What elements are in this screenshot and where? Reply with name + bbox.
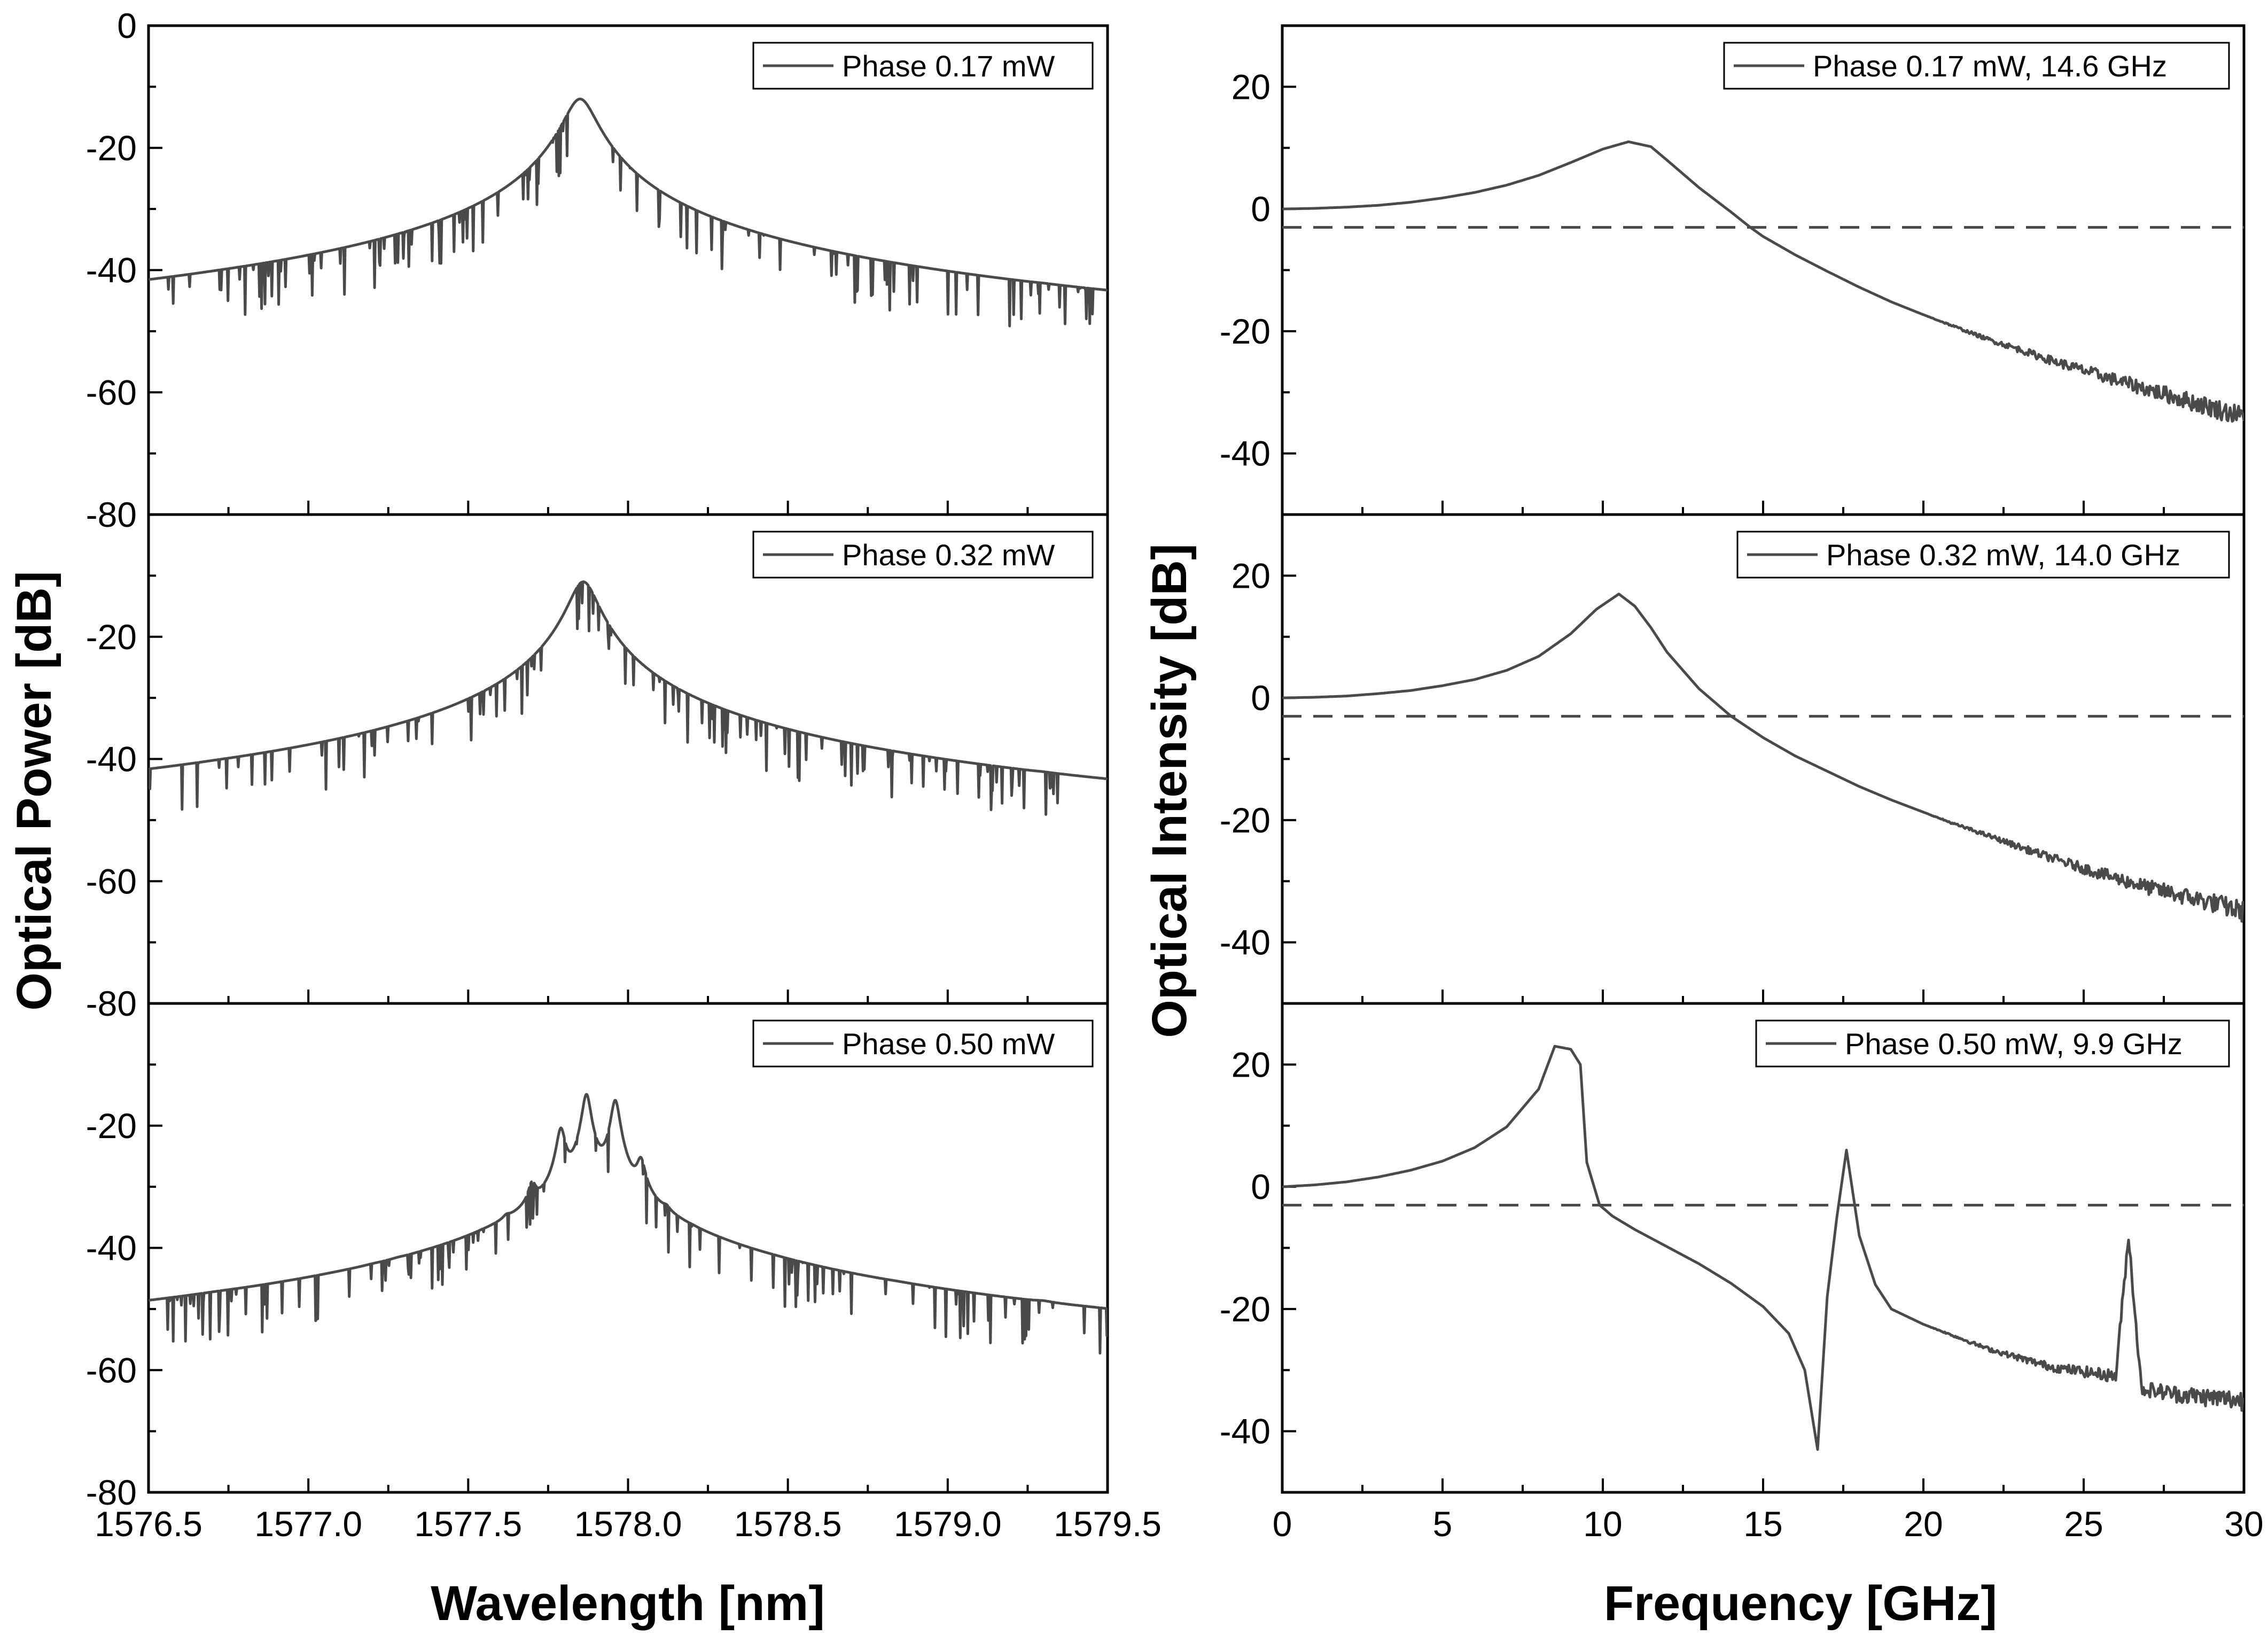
y-tick-label: 20	[1232, 556, 1271, 595]
legend-label: Phase 0.32 mW	[842, 538, 1055, 572]
plot-frame	[1281, 513, 2246, 1005]
y-tick-label: -80	[86, 1473, 137, 1512]
plot-frame	[147, 1002, 1109, 1494]
x-tick-label: 1579.0	[894, 1504, 1002, 1544]
x-tick-label: 1577.0	[254, 1504, 362, 1544]
spectrum-3-panel: -80 -60 -40 -20 1576.5 1577.0 1577.5 1578.0 1578…	[86, 1002, 1162, 1544]
right-y-axis-title: Optical Intensity [dB]	[1142, 543, 1197, 1038]
legend-box	[1736, 531, 2230, 579]
spectrum-1-panel: -80 -60 -40 -20 0 Phase 0.17 mW	[86, 6, 1109, 534]
legend-label: Phase 0.32 mW, 14.0 GHz	[1826, 538, 2180, 572]
y-tick-label: -20	[86, 1106, 137, 1146]
y-tick-label: -80	[86, 495, 137, 534]
y-tick-label: -40	[86, 739, 137, 779]
y-tick-label: 20	[1232, 1045, 1271, 1084]
series-line	[149, 1093, 1108, 1355]
y-tick-label: -60	[86, 372, 137, 412]
x-tick-label: 15	[1743, 1504, 1782, 1544]
plot-frame	[1281, 24, 2246, 516]
legend-label: Phase 0.17 mW	[842, 49, 1055, 83]
y-tick-label: -40	[86, 251, 137, 290]
series-line	[149, 580, 1108, 816]
y-tick-label: -20	[86, 128, 137, 168]
y-tick-label: -20	[1220, 312, 1271, 351]
x-tick-label: 5	[1433, 1504, 1453, 1544]
y-tick-label: -40	[1220, 434, 1271, 473]
right-x-axis-title: Frequency [GHz]	[1604, 1576, 1997, 1631]
response-2-panel: -40 -20 0 20 Phase 0.32 mW, 14.0 GHz	[1220, 513, 2246, 1005]
y-tick-label: -40	[1220, 923, 1271, 962]
y-tick-label: 0	[1251, 1167, 1271, 1206]
response-1-panel: -40 -20 0 20 Phase 0.17 mW, 14.6 GHz	[1220, 24, 2246, 516]
panels: -80 -60 -40 -20 0 Phase 0.17 mW -80 -60 -40 -20 Ph…	[86, 6, 2264, 1544]
legend: Phase 0.32 mW, 14.0 GHz	[1736, 531, 2230, 579]
left-x-axis-title: Wavelength [nm]	[431, 1576, 825, 1631]
legend: Phase 0.32 mW	[752, 531, 1094, 579]
y-tick-label: -60	[86, 861, 137, 901]
series-line	[1282, 593, 2244, 923]
x-tick-label: 20	[1904, 1504, 1943, 1544]
legend-box	[1723, 42, 2230, 90]
legend-label: Phase 0.50 mW	[842, 1027, 1055, 1061]
spectrum-2-panel: -80 -60 -40 -20 Phase 0.32 mW	[86, 513, 1109, 1023]
y-tick-label: -20	[1220, 800, 1271, 840]
x-tick-label: 1578.5	[734, 1504, 842, 1544]
y-tick-label: -60	[86, 1350, 137, 1390]
left-y-axis-title: Optical Power [dB]	[7, 571, 61, 1011]
legend: Phase 0.17 mW, 14.6 GHz	[1723, 42, 2230, 90]
y-tick-label: -20	[1220, 1289, 1271, 1329]
legend-label: Phase 0.17 mW, 14.6 GHz	[1813, 49, 2167, 83]
x-tick-label: 1577.5	[414, 1504, 522, 1544]
response-3-panel: -40 -20 0 20 0 5 10 15 20 25 30 Phase 0.50 mW, 9.9 …	[1220, 1002, 2264, 1544]
x-tick-label: 25	[2064, 1504, 2103, 1544]
x-tick-label: 1578.0	[574, 1504, 682, 1544]
y-tick-label: 0	[117, 6, 137, 45]
series-line	[1282, 1045, 2244, 1451]
plot-frame	[1281, 1002, 2246, 1494]
y-tick-label: 20	[1232, 67, 1271, 106]
plot-frame	[147, 513, 1109, 1005]
legend: Phase 0.50 mW	[752, 1019, 1094, 1068]
legend-label: Phase 0.50 mW, 9.9 GHz	[1845, 1027, 2183, 1061]
y-tick-label: 0	[1251, 189, 1271, 229]
x-tick-label: 10	[1583, 1504, 1622, 1544]
legend: Phase 0.17 mW	[752, 42, 1094, 90]
y-tick-label: -40	[86, 1228, 137, 1268]
legend: Phase 0.50 mW, 9.9 GHz	[1755, 1019, 2230, 1068]
x-tick-label: 1579.5	[1054, 1504, 1162, 1544]
x-tick-label: 0	[1273, 1504, 1292, 1544]
series-line	[149, 97, 1108, 328]
plot-frame	[147, 24, 1109, 516]
y-tick-label: -80	[86, 984, 137, 1023]
y-tick-label: -20	[86, 617, 137, 657]
series-line	[1282, 140, 2244, 423]
x-tick-label: 30	[2224, 1504, 2263, 1544]
y-tick-label: 0	[1251, 678, 1271, 718]
y-tick-label: -40	[1220, 1412, 1271, 1451]
x-tick-label: 1576.5	[95, 1504, 202, 1544]
